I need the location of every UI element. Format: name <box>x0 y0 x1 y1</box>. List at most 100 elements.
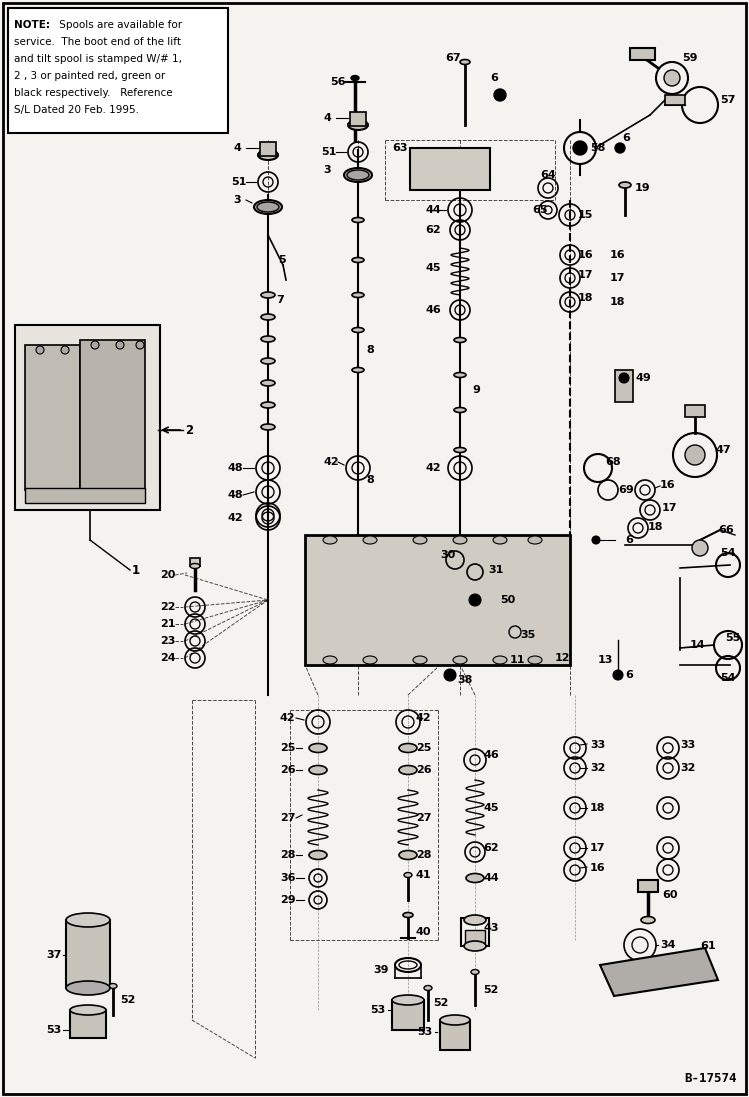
Ellipse shape <box>254 200 282 214</box>
Ellipse shape <box>348 120 368 131</box>
Text: 58: 58 <box>590 143 605 152</box>
Ellipse shape <box>309 744 327 753</box>
Circle shape <box>573 142 587 155</box>
Text: 38: 38 <box>457 675 473 685</box>
Text: 1: 1 <box>132 564 140 577</box>
Ellipse shape <box>528 656 542 664</box>
Text: 6: 6 <box>622 133 630 143</box>
Text: 12: 12 <box>555 653 571 663</box>
Ellipse shape <box>460 59 470 65</box>
Text: 8: 8 <box>366 475 374 485</box>
Ellipse shape <box>493 656 507 664</box>
Text: 17: 17 <box>610 273 625 283</box>
Ellipse shape <box>309 850 327 860</box>
Ellipse shape <box>399 744 417 753</box>
Circle shape <box>685 445 705 465</box>
Text: 32: 32 <box>680 764 695 773</box>
Text: 21: 21 <box>160 619 175 629</box>
Text: 46: 46 <box>483 750 499 760</box>
Circle shape <box>444 669 456 681</box>
Ellipse shape <box>399 850 417 860</box>
Text: 17: 17 <box>590 842 605 853</box>
Circle shape <box>613 670 623 680</box>
Ellipse shape <box>464 941 486 951</box>
Text: 50: 50 <box>500 595 515 606</box>
Ellipse shape <box>413 656 427 664</box>
Bar <box>190 558 200 566</box>
Circle shape <box>136 341 144 349</box>
Ellipse shape <box>404 872 412 878</box>
Bar <box>685 405 705 417</box>
Bar <box>8 8 228 133</box>
Text: 14: 14 <box>690 640 706 651</box>
Text: 45: 45 <box>483 803 499 813</box>
Text: 54: 54 <box>720 548 736 558</box>
Text: 52: 52 <box>433 998 449 1008</box>
Ellipse shape <box>363 656 377 664</box>
Ellipse shape <box>261 402 275 408</box>
Text: 64: 64 <box>540 170 556 180</box>
Text: 62: 62 <box>425 225 440 235</box>
Ellipse shape <box>347 170 369 180</box>
Bar <box>665 95 685 105</box>
Bar <box>615 370 633 402</box>
Text: 28: 28 <box>280 850 296 860</box>
Text: 49: 49 <box>635 373 651 383</box>
Text: 13: 13 <box>598 655 613 665</box>
Ellipse shape <box>261 425 275 430</box>
Text: 31: 31 <box>488 565 503 575</box>
Polygon shape <box>600 948 718 996</box>
Text: B-17574: B-17574 <box>685 1072 737 1085</box>
Text: 68: 68 <box>605 457 621 467</box>
Text: 6: 6 <box>625 670 633 680</box>
Ellipse shape <box>261 336 275 342</box>
Text: 41: 41 <box>416 870 431 880</box>
Text: service.  The boot end of the lift: service. The boot end of the lift <box>14 37 181 47</box>
Text: Spools are available for: Spools are available for <box>56 20 182 30</box>
Text: 8: 8 <box>366 344 374 355</box>
Circle shape <box>615 143 625 152</box>
Ellipse shape <box>261 358 275 364</box>
Ellipse shape <box>261 292 275 298</box>
Text: 2: 2 <box>185 423 193 437</box>
Bar <box>260 142 276 156</box>
Text: 11: 11 <box>510 655 526 665</box>
Text: 23: 23 <box>160 636 175 646</box>
Ellipse shape <box>351 76 359 80</box>
Text: 26: 26 <box>416 765 431 774</box>
Text: 51: 51 <box>231 177 246 186</box>
Text: 42: 42 <box>280 713 296 723</box>
Circle shape <box>116 341 124 349</box>
Ellipse shape <box>352 258 364 262</box>
Ellipse shape <box>352 328 364 332</box>
Text: 16: 16 <box>578 250 594 260</box>
Bar <box>410 148 490 190</box>
Text: 4: 4 <box>233 143 241 152</box>
Ellipse shape <box>109 984 117 988</box>
Text: 20: 20 <box>160 570 175 580</box>
Text: 57: 57 <box>720 95 736 105</box>
Bar <box>70 1010 106 1038</box>
Bar <box>392 1000 424 1030</box>
Ellipse shape <box>440 1015 470 1025</box>
Ellipse shape <box>399 766 417 774</box>
Bar <box>25 488 145 504</box>
Ellipse shape <box>190 564 200 568</box>
Circle shape <box>619 373 629 383</box>
Bar <box>440 1020 470 1050</box>
Circle shape <box>469 593 481 606</box>
Ellipse shape <box>261 314 275 320</box>
Text: 33: 33 <box>680 740 695 750</box>
Text: 6: 6 <box>625 535 633 545</box>
Ellipse shape <box>66 913 110 927</box>
Text: black respectively.   Reference: black respectively. Reference <box>14 88 172 98</box>
Text: 32: 32 <box>590 764 605 773</box>
Ellipse shape <box>258 150 278 160</box>
Text: 33: 33 <box>590 740 605 750</box>
Ellipse shape <box>323 536 337 544</box>
Text: 48: 48 <box>228 463 243 473</box>
Ellipse shape <box>352 217 364 223</box>
Text: 42: 42 <box>416 713 431 723</box>
Text: 28: 28 <box>416 850 431 860</box>
Text: 18: 18 <box>648 522 664 532</box>
